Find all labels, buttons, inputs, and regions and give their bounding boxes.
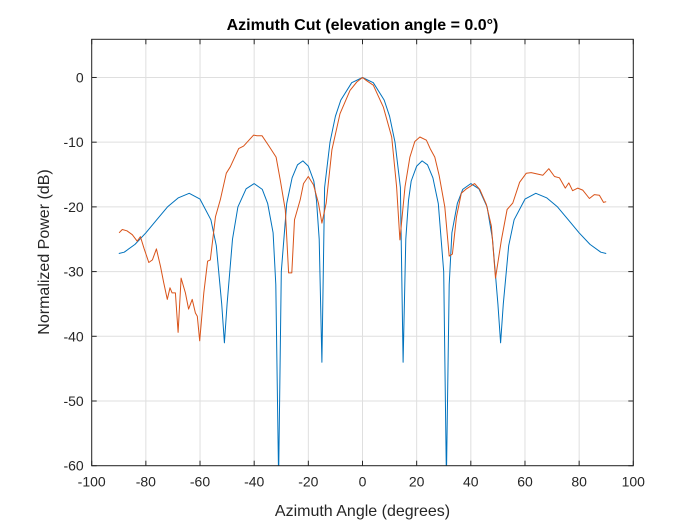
x-tick-label: 80	[571, 474, 587, 490]
y-tick-label: -30	[63, 264, 83, 280]
y-tick-labels: 0 -10 -20 -30 -40 -50 -60	[63, 69, 83, 473]
chart-title: Azimuth Cut (elevation angle = 0.0°)	[227, 17, 499, 34]
x-tick-label: 40	[463, 474, 479, 490]
y-tick-label: -40	[63, 328, 83, 344]
y-tick-label: -60	[63, 458, 83, 474]
x-tick-label: -100	[78, 474, 106, 490]
ticks	[91, 39, 634, 467]
x-tick-label: 60	[517, 474, 533, 490]
y-tick-label: -50	[63, 393, 83, 409]
x-tick-label: -20	[298, 474, 318, 490]
x-tick-labels: -100 -80 -60 -40 -20 0 20 40 60 80 100	[78, 474, 646, 490]
x-tick-label: 20	[409, 474, 425, 490]
y-axis-label: Normalized Power (dB)	[36, 169, 53, 334]
y-tick-label: 0	[76, 69, 84, 85]
x-tick-label: -40	[244, 474, 264, 490]
y-tick-label: -10	[63, 134, 83, 150]
x-tick-label: 100	[622, 474, 646, 490]
x-tick-label: -80	[136, 474, 156, 490]
x-tick-label: 0	[359, 474, 367, 490]
plot-lines	[118, 77, 607, 466]
x-tick-label: -60	[190, 474, 210, 490]
series-line-2	[118, 77, 607, 342]
x-axis-label: Azimuth Angle (degrees)	[275, 503, 450, 520]
y-tick-label: -20	[63, 199, 83, 215]
